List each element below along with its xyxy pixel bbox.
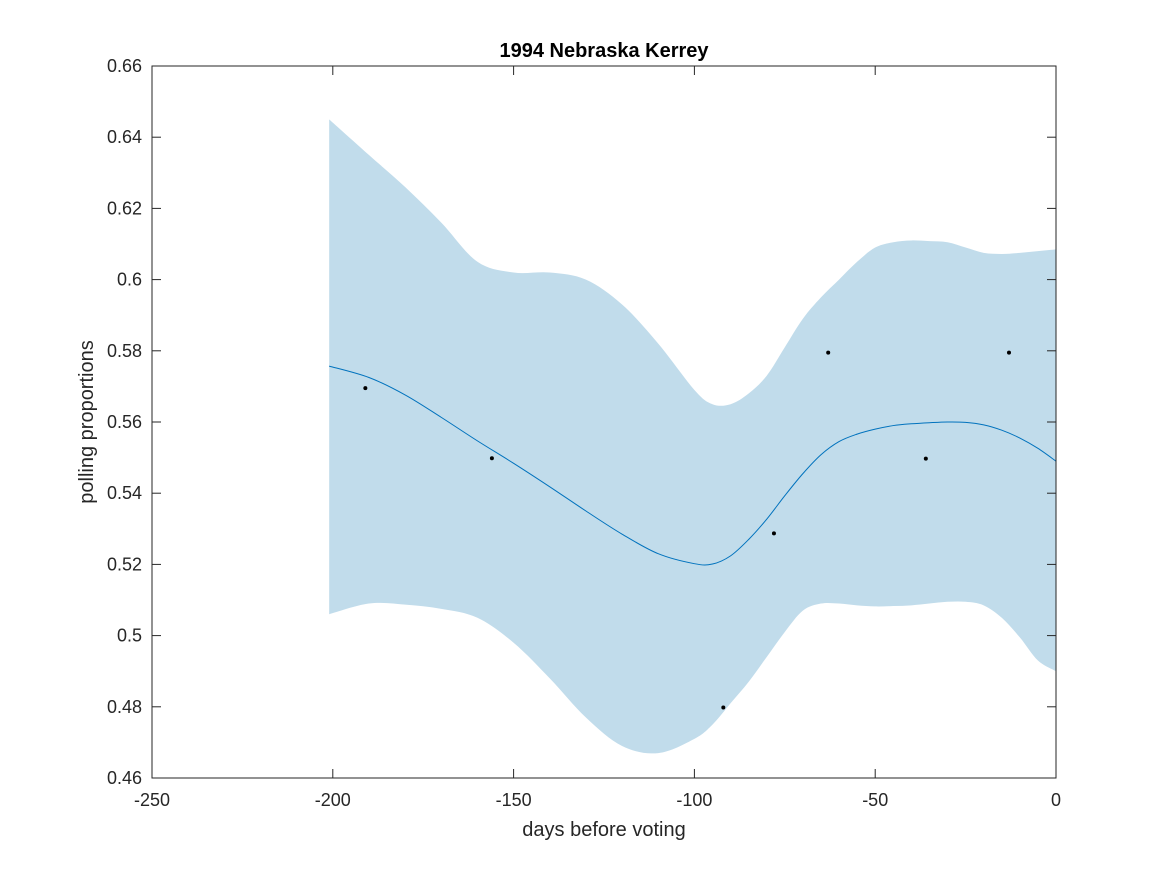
y-tick-label: 0.64 [107, 127, 142, 147]
data-point [363, 386, 368, 391]
data-point [721, 705, 726, 710]
x-axis-ticks: -250 -200 -150 -100 -50 0 [134, 66, 1061, 810]
confidence-band [329, 119, 1056, 754]
y-axis-ticks: 0.46 0.48 0.5 0.52 0.54 0.56 0.58 0.6 0.62 0.64 0.… [107, 56, 1056, 788]
y-tick-label: 0.66 [107, 56, 142, 76]
data-point [923, 456, 928, 461]
data-points [363, 350, 1011, 710]
data-point [489, 456, 494, 461]
x-tick-label: -100 [676, 790, 712, 810]
y-tick-label: 0.58 [107, 341, 142, 361]
data-point [771, 531, 776, 536]
y-tick-label: 0.46 [107, 768, 142, 788]
x-axis-label: days before voting [522, 819, 685, 841]
data-point [1006, 350, 1011, 355]
x-tick-label: 0 [1051, 790, 1061, 810]
chart-title: 1994 Nebraska Kerrey [499, 40, 709, 62]
y-tick-label: 0.5 [117, 626, 142, 646]
y-tick-label: 0.6 [117, 270, 142, 290]
y-tick-label: 0.54 [107, 483, 142, 503]
x-tick-label: -250 [134, 790, 170, 810]
y-axis-label: polling proportions [76, 340, 98, 503]
x-tick-label: -50 [862, 790, 888, 810]
data-point [826, 350, 831, 355]
y-tick-label: 0.62 [107, 198, 142, 218]
y-tick-label: 0.48 [107, 697, 142, 717]
x-tick-label: -200 [315, 790, 351, 810]
x-tick-label: -150 [496, 790, 532, 810]
y-tick-label: 0.52 [107, 554, 142, 574]
y-tick-label: 0.56 [107, 412, 142, 432]
fit-line [329, 365, 1057, 566]
